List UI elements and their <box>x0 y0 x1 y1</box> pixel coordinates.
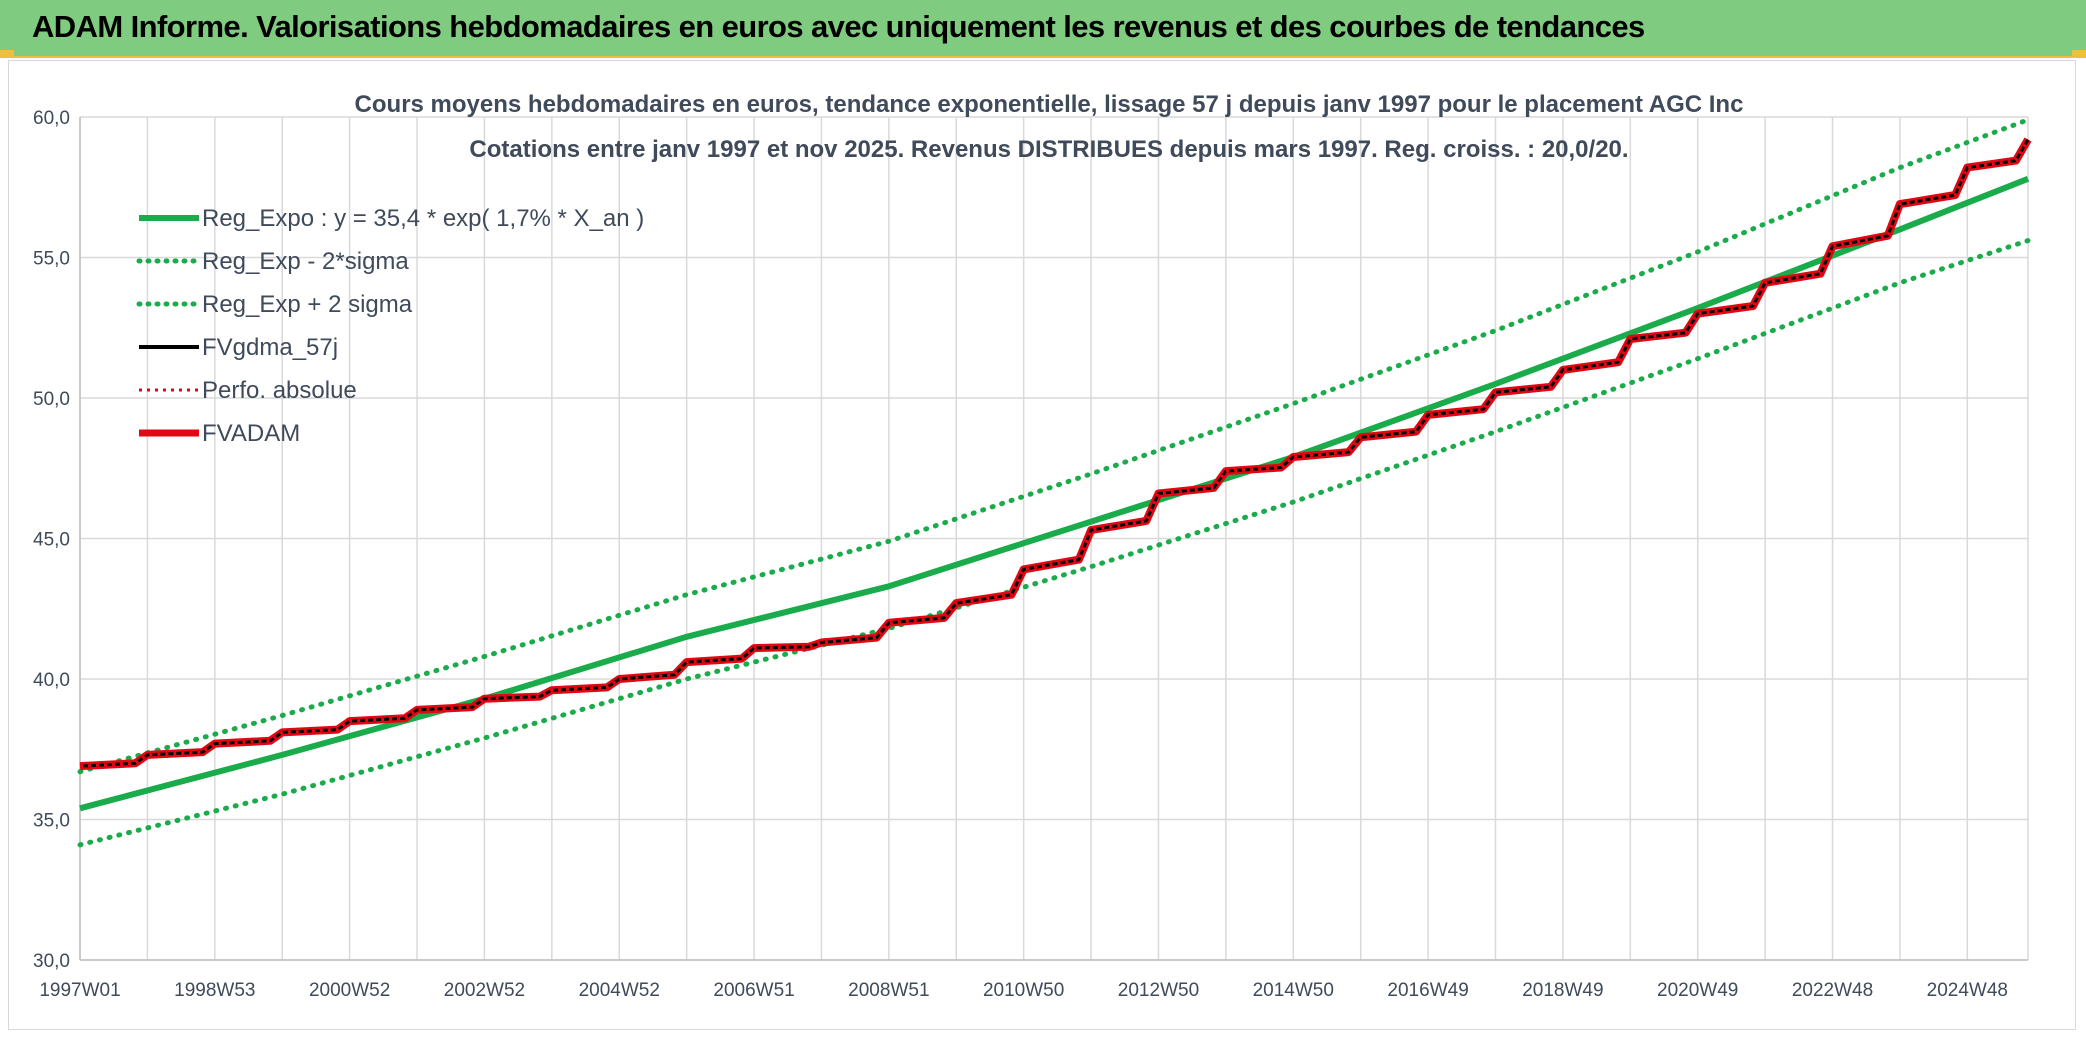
x-tick-label: 2024W48 <box>1927 980 2008 1001</box>
series-line <box>79 137 2032 771</box>
x-tick-label: 2018W49 <box>1522 980 1603 1001</box>
chart-svg: 30,0 35,0 40,0 45,0 50,0 55,0 60,0 1997W01 1998… <box>33 91 2032 1001</box>
x-tick-label: 2010W50 <box>983 980 1064 1001</box>
y-tick-label: 30,0 <box>33 951 70 972</box>
y-tick-label: 45,0 <box>33 530 70 551</box>
y-tick-label: 50,0 <box>33 389 70 410</box>
legend-label: FVADAM <box>202 420 300 447</box>
corner-accent-left <box>0 50 14 56</box>
x-tick-label: 2006W51 <box>713 980 794 1001</box>
x-tick-label: 2014W50 <box>1253 980 1334 1001</box>
x-tick-label: 1997W01 <box>39 980 120 1001</box>
corner-accent-right <box>2072 50 2086 56</box>
chart-subtitle: Cotations entre janv 1997 et nov 2025. R… <box>469 136 1628 163</box>
y-tick-label: 60,0 <box>33 108 70 129</box>
x-tick-label: 2008W51 <box>848 980 929 1001</box>
x-tick-label: 2002W52 <box>444 980 525 1001</box>
chart-titles: Cours moyens hebdomadaires en euros, ten… <box>355 91 1744 163</box>
y-axis: 30,0 35,0 40,0 45,0 50,0 55,0 60,0 <box>33 108 70 972</box>
x-tick-label: 1998W53 <box>174 980 255 1001</box>
y-tick-label: 35,0 <box>33 811 70 832</box>
x-tick-label: 2004W52 <box>579 980 660 1001</box>
y-tick-label: 55,0 <box>33 249 70 270</box>
x-tick-label: 2012W50 <box>1118 980 1199 1001</box>
series-line <box>77 238 2031 848</box>
legend-label: Reg_Exp - 2*sigma <box>202 248 409 275</box>
x-tick-label: 2020W49 <box>1657 980 1738 1001</box>
series-line <box>79 138 2030 768</box>
legend-label: Reg_Exp + 2 sigma <box>202 291 413 318</box>
legend-label: Perfo. absolue <box>202 377 357 404</box>
header-bar: ADAM Informe. Valorisations hebdomadaire… <box>0 0 2086 58</box>
chart-area: 30,0 35,0 40,0 45,0 50,0 55,0 60,0 1997W01 1998… <box>8 60 2076 1030</box>
series-line <box>77 117 2031 775</box>
grid <box>79 116 2029 961</box>
x-axis: 1997W01 1998W53 2000W52 2002W52 2004W52 2006W… <box>39 980 2008 1001</box>
plot-series <box>77 117 2032 848</box>
x-tick-label: 2000W52 <box>309 980 390 1001</box>
y-tick-label: 40,0 <box>33 670 70 691</box>
legend-label: FVgdma_57j <box>202 334 338 361</box>
series-line <box>79 138 2030 768</box>
x-tick-label: 2016W49 <box>1387 980 1468 1001</box>
legend-label: Reg_Expo : y = 35,4 * exp( 1,7% * X_an ) <box>202 205 644 232</box>
x-tick-label: 2022W48 <box>1792 980 1873 1001</box>
chart-title: Cours moyens hebdomadaires en euros, ten… <box>355 91 1744 118</box>
legend: Reg_Expo : y = 35,4 * exp( 1,7% * X_an )… <box>136 205 644 447</box>
page-title: ADAM Informe. Valorisations hebdomadaire… <box>32 9 1645 44</box>
